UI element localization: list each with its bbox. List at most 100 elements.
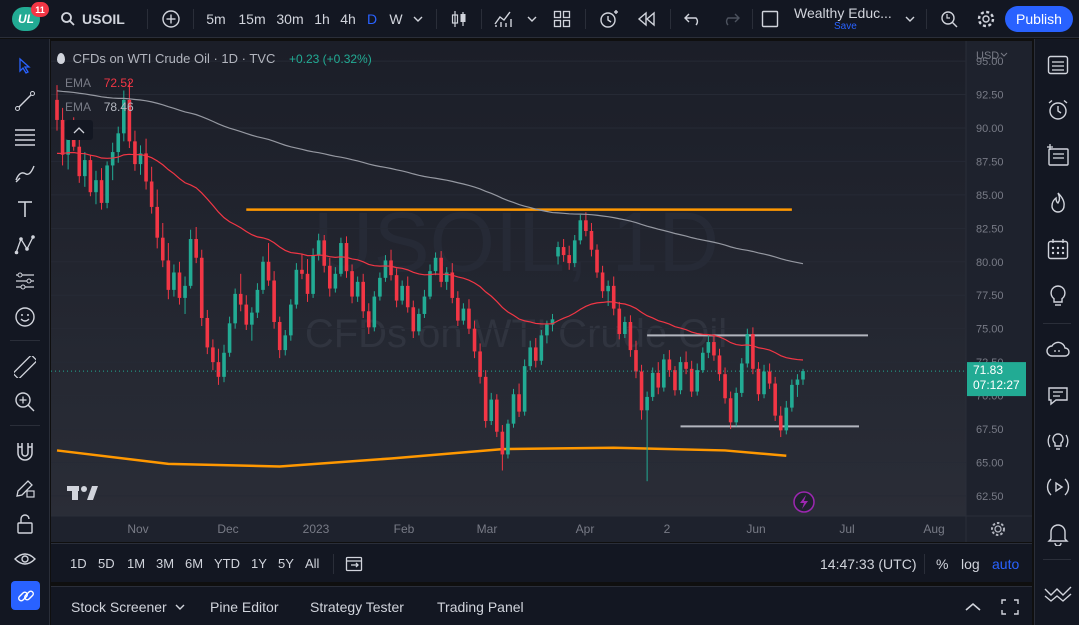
range-6m[interactable]: 6M (185, 556, 204, 571)
calendar-button[interactable] (1044, 235, 1072, 263)
interval-1d[interactable]: D (366, 11, 378, 27)
ema-slow-legend[interactable]: EMA 78.46 (65, 100, 134, 114)
support-curve[interactable] (56, 446, 787, 468)
stay-in-drawing-mode-tool[interactable] (12, 475, 38, 501)
brush-tool[interactable] (12, 160, 38, 186)
messages-button[interactable] (1044, 382, 1072, 410)
candle (790, 379, 794, 412)
range-all[interactable]: All (305, 556, 320, 571)
bottom-panel-tabs: Stock Screener Pine Editor Strategy Test… (51, 586, 1032, 625)
replay-button[interactable] (634, 0, 660, 38)
tab-stock-screener[interactable]: Stock Screener (71, 587, 185, 625)
candle (533, 338, 538, 368)
collapse-legend-button[interactable] (65, 120, 93, 140)
percent-scale-toggle[interactable]: % (936, 555, 949, 572)
redo-button[interactable] (718, 0, 744, 38)
range-5d[interactable]: 5D (98, 556, 115, 571)
chevron-up-icon (965, 602, 981, 611)
hide-drawings-tool[interactable] (12, 546, 38, 572)
object-tree-button[interactable] (1044, 141, 1072, 169)
fib-retracement-icon (15, 129, 35, 146)
notifications-button[interactable] (1044, 520, 1072, 548)
maximize-panel-button[interactable] (1001, 587, 1019, 625)
lock-drawings-tool[interactable] (12, 511, 38, 537)
candle (261, 256, 265, 294)
expand-panel-button[interactable] (965, 587, 981, 625)
ema-fast-legend[interactable]: EMA 72.52 (65, 76, 134, 90)
candle-body (639, 371, 644, 411)
range-ytd[interactable]: YTD (214, 556, 240, 571)
range-1y[interactable]: 1Y (251, 556, 267, 571)
interval-15m[interactable]: 15m (238, 11, 266, 27)
range-5y[interactable]: 5Y (278, 556, 294, 571)
settings-button[interactable] (973, 0, 999, 38)
candle-body (572, 240, 577, 264)
alert-button[interactable] (595, 0, 623, 38)
trend-line-tool[interactable] (12, 88, 38, 114)
tab-pine-editor[interactable]: Pine Editor (210, 598, 279, 615)
event-marker[interactable] (793, 491, 815, 513)
undo-button[interactable] (680, 0, 706, 38)
ideas-button[interactable] (1044, 282, 1072, 310)
tab-trading-panel[interactable]: Trading Panel (437, 598, 524, 615)
interval-5m[interactable]: 5m (206, 11, 226, 27)
candle (211, 339, 215, 371)
range-3m[interactable]: 3M (156, 556, 175, 571)
sync-drawings-tool[interactable] (11, 581, 40, 610)
chart-type-button[interactable] (446, 0, 472, 38)
icon-tool[interactable] (12, 304, 38, 330)
interval-dropdown-button[interactable] (410, 0, 426, 38)
layout-name-button[interactable]: Wealthy Educ... Save (794, 5, 906, 35)
layout-dropdown-button[interactable] (902, 0, 918, 38)
candle-body (199, 257, 204, 318)
tab-label: Stock Screener (71, 598, 167, 615)
candle-body (105, 165, 109, 203)
candle (144, 138, 148, 190)
candle (450, 263, 455, 304)
magnet-icon (17, 443, 33, 461)
range-1d[interactable]: 1D (70, 556, 87, 571)
legend-title: CFDs on WTI Crude Oil · 1D · TVC (72, 51, 276, 66)
interval-1w[interactable]: W (389, 11, 403, 27)
interval-1h[interactable]: 1h (314, 11, 330, 27)
currency-label[interactable]: USD (976, 50, 999, 62)
streams-button[interactable] (1044, 473, 1072, 501)
interval-4h[interactable]: 4h (340, 11, 356, 27)
publish-button[interactable]: Publish (1005, 6, 1073, 32)
watchlist-button[interactable] (1044, 51, 1072, 79)
alerts-button[interactable] (1044, 96, 1072, 124)
tradingview-logo[interactable] (67, 486, 98, 500)
tab-strategy-tester[interactable]: Strategy Tester (310, 598, 404, 615)
price-chart[interactable]: USOIL, 1D CFDs on WTI Crude Oil 95.0092.… (51, 41, 1032, 542)
pattern-tool[interactable] (12, 232, 38, 258)
cursor-tool[interactable] (12, 53, 38, 79)
chats-button[interactable] (1044, 337, 1072, 365)
dom-button[interactable] (1044, 579, 1072, 607)
auto-scale-toggle[interactable]: auto (992, 555, 1020, 572)
indicators-button[interactable] (490, 0, 518, 38)
help-button[interactable] (1044, 427, 1072, 455)
layout-toggle-button[interactable] (758, 0, 782, 38)
text-tool[interactable] (12, 196, 38, 222)
quick-search-button[interactable] (936, 0, 962, 38)
magnet-tool[interactable] (12, 439, 38, 465)
prediction-tool[interactable] (12, 268, 38, 294)
fib-tool[interactable] (12, 124, 38, 150)
chart-pane[interactable]: USOIL, 1D CFDs on WTI Crude Oil 95.00 92.… (51, 41, 1032, 542)
candle (77, 140, 82, 183)
chart-settings-button[interactable] (991, 522, 1005, 536)
log-scale-toggle[interactable]: log (961, 555, 980, 572)
hotlists-button[interactable] (1044, 189, 1072, 217)
measure-tool[interactable] (12, 354, 38, 380)
interval-30m[interactable]: 30m (276, 11, 304, 27)
layouts-button[interactable] (549, 0, 575, 38)
zoom-tool[interactable] (12, 389, 38, 415)
clock-timezone[interactable]: 14:47:33 (UTC) (820, 555, 917, 572)
go-to-date-button[interactable] (345, 544, 365, 583)
range-1m[interactable]: 1M (127, 556, 146, 571)
indicators-dropdown-button[interactable] (524, 0, 540, 38)
symbol-legend[interactable]: CFDs on WTI Crude Oil · 1D · TVC +0.23 (… (57, 51, 372, 66)
compare-symbol-button[interactable] (158, 0, 184, 38)
cursor-icon (19, 57, 31, 74)
symbol-search-button[interactable]: USOIL (60, 0, 130, 38)
